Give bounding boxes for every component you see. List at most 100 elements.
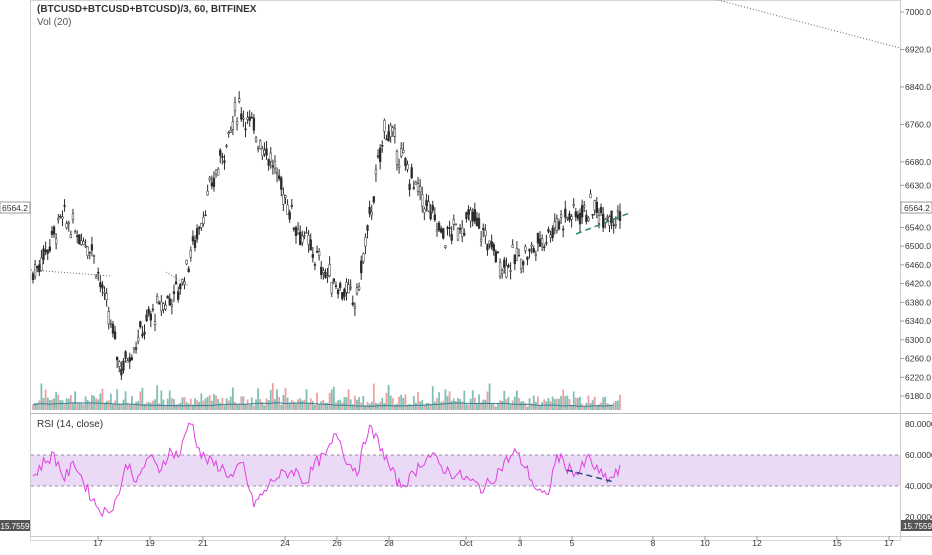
volume-bar <box>299 398 302 410</box>
candle-body <box>61 216 64 220</box>
volume-bar <box>391 397 394 410</box>
volume-bar <box>526 406 529 410</box>
volume-bar <box>227 400 230 410</box>
candle-body <box>139 321 142 328</box>
candle-body <box>503 259 506 268</box>
volume-bar <box>248 404 251 410</box>
volume-bar <box>410 405 413 410</box>
candle-body <box>204 214 207 217</box>
volume-bar <box>141 387 144 410</box>
candle-body <box>416 183 420 192</box>
candle-body <box>223 160 226 163</box>
volume-bar <box>347 389 350 410</box>
candle-body <box>324 272 327 278</box>
candle-body <box>437 222 441 231</box>
price-tick-label: 6460.0 <box>905 260 931 270</box>
volume-bar <box>320 401 323 410</box>
candle-body <box>189 249 192 258</box>
candle-body <box>113 331 117 339</box>
candle-body <box>311 253 314 258</box>
candle-body <box>505 265 508 278</box>
volume-ma-line <box>32 402 614 407</box>
candle-body <box>40 257 43 271</box>
candle-body <box>82 241 85 245</box>
candle-body <box>397 164 401 168</box>
volume-bar <box>619 394 621 410</box>
volume-bar <box>143 403 146 410</box>
volume-bar <box>120 403 123 410</box>
volume-bar <box>387 384 390 410</box>
candle-body <box>461 227 464 237</box>
volume-bar <box>322 399 325 410</box>
candle-body <box>124 351 127 359</box>
candle-body <box>408 183 411 190</box>
volume-bar <box>173 399 175 410</box>
candle-body <box>214 169 218 175</box>
candle-body <box>256 147 260 150</box>
rsi-tick-label: 60.0000 <box>905 450 932 460</box>
volume-bar <box>572 391 575 410</box>
volume-bar <box>91 394 93 410</box>
volume-bar <box>311 400 314 410</box>
volume-bar <box>59 400 62 410</box>
candle-body <box>92 254 96 257</box>
candle-body <box>67 222 70 225</box>
volume-bar <box>114 400 116 410</box>
candle-body <box>160 301 163 312</box>
volume-bar <box>587 395 590 410</box>
volume-bar <box>393 404 396 410</box>
volume-bar <box>145 402 148 410</box>
price-tick-label: 7000.0 <box>905 7 931 17</box>
x-tick-label: 24 <box>280 538 290 548</box>
candle-body <box>387 131 390 142</box>
volume-bar <box>280 404 283 410</box>
volume-bar <box>509 404 512 410</box>
rsi-tick-label: 80.0000 <box>905 419 932 429</box>
candle-body <box>305 232 308 234</box>
volume-bar <box>213 393 215 410</box>
volume-bar <box>305 389 308 410</box>
candle-body <box>494 251 498 263</box>
volume-bar <box>579 396 581 410</box>
candle-body <box>393 128 397 137</box>
candle-body <box>301 235 304 243</box>
volume-bar <box>389 395 392 410</box>
volume-bar <box>223 405 226 410</box>
volume-bar <box>242 396 245 410</box>
candle-body <box>484 230 487 237</box>
volume-bar <box>274 399 276 410</box>
candle-body <box>267 159 270 166</box>
candle-body <box>143 331 146 335</box>
volume-bar <box>69 395 72 410</box>
candle-body <box>278 175 281 179</box>
candle-body <box>78 234 81 245</box>
candle-body <box>141 333 144 337</box>
trendline-rsi-divergence <box>566 469 615 483</box>
volume-bar <box>295 403 297 410</box>
volume-bar <box>539 405 541 410</box>
volume-bar <box>469 398 472 410</box>
candle-body <box>168 298 171 306</box>
volume-bar <box>301 400 304 410</box>
volume-bar <box>67 398 70 410</box>
candle-body <box>317 251 321 256</box>
candle-body <box>36 266 39 269</box>
candle-body <box>568 213 571 221</box>
candle-body <box>332 278 336 282</box>
candle-body <box>545 242 548 244</box>
candle-body <box>259 140 262 150</box>
candle-body <box>412 187 415 189</box>
candle-body <box>315 251 319 253</box>
candle-body <box>42 248 45 260</box>
rsi-band <box>31 455 900 486</box>
volume-bar <box>492 404 495 410</box>
volume-bar <box>608 404 611 410</box>
volume-bar <box>505 398 508 410</box>
volume-bar <box>476 403 478 410</box>
candle-body <box>73 231 77 234</box>
volume-bar <box>335 402 337 410</box>
candle-body <box>465 212 468 219</box>
volume-bar <box>61 400 64 410</box>
